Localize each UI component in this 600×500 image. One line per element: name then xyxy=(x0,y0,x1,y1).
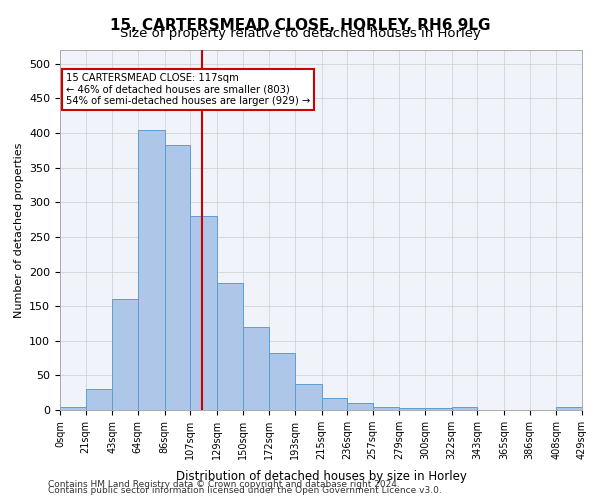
Bar xyxy=(373,406,400,410)
Text: 15, CARTERSMEAD CLOSE, HORLEY, RH6 9LG: 15, CARTERSMEAD CLOSE, HORLEY, RH6 9LG xyxy=(110,18,490,32)
Bar xyxy=(425,408,452,410)
Text: Size of property relative to detached houses in Horley: Size of property relative to detached ho… xyxy=(119,28,481,40)
Bar xyxy=(556,406,582,410)
Bar xyxy=(60,406,86,410)
X-axis label: Distribution of detached houses by size in Horley: Distribution of detached houses by size … xyxy=(176,470,466,484)
Bar xyxy=(86,389,112,410)
Text: Contains public sector information licensed under the Open Government Licence v3: Contains public sector information licen… xyxy=(48,486,442,495)
Bar xyxy=(400,408,425,410)
Bar xyxy=(322,398,347,410)
Bar xyxy=(190,216,217,410)
Bar xyxy=(112,299,138,410)
Bar xyxy=(164,145,190,410)
Bar xyxy=(452,406,478,410)
Text: 15 CARTERSMEAD CLOSE: 117sqm
← 46% of detached houses are smaller (803)
54% of s: 15 CARTERSMEAD CLOSE: 117sqm ← 46% of de… xyxy=(66,73,310,106)
Text: Contains HM Land Registry data © Crown copyright and database right 2024.: Contains HM Land Registry data © Crown c… xyxy=(48,480,400,489)
Bar xyxy=(269,352,295,410)
Bar xyxy=(138,130,164,410)
Bar xyxy=(295,384,322,410)
Bar xyxy=(347,403,373,410)
Bar xyxy=(217,284,242,410)
Y-axis label: Number of detached properties: Number of detached properties xyxy=(14,142,23,318)
Bar xyxy=(242,327,269,410)
